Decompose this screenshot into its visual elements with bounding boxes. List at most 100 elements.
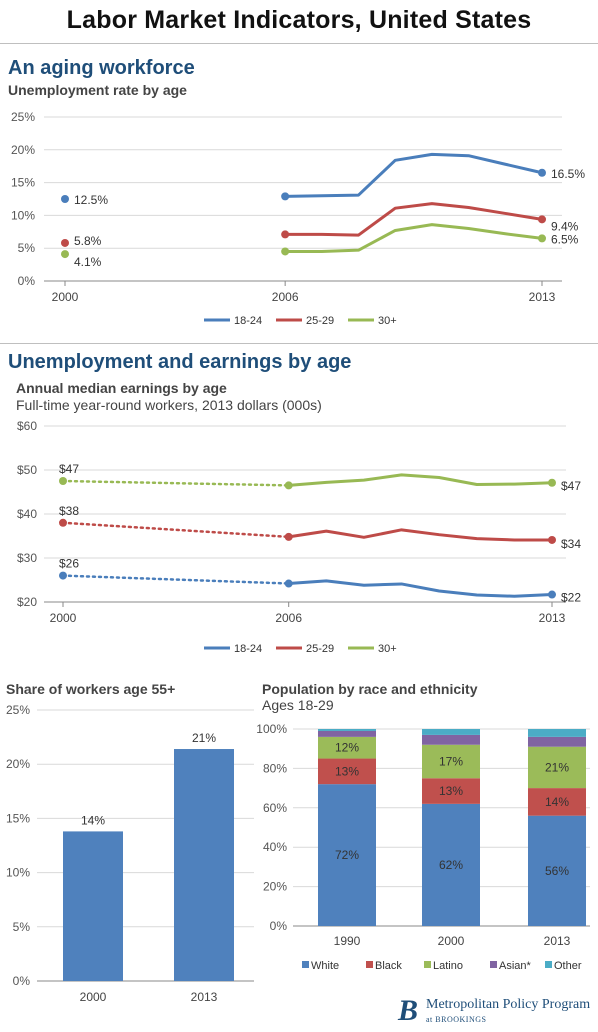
- unemployment-series-30+-point: [281, 247, 290, 256]
- share55-y-tick: 20%: [6, 757, 30, 771]
- race-data-label: 12%: [335, 741, 359, 755]
- race-bar-other: [318, 729, 376, 731]
- race-bar-asian: [318, 730, 376, 737]
- unemployment-y-tick: 0%: [18, 274, 36, 288]
- earnings-series-25-29-line: [288, 528, 552, 542]
- earnings-series-25-29-point: [548, 535, 556, 544]
- section-title-earnings: Unemployment and earnings by age: [8, 351, 352, 373]
- race-legend-swatch: [490, 961, 497, 968]
- race-bar-asian: [528, 736, 586, 747]
- race-y-tick: 20%: [263, 880, 287, 894]
- race-bar-black: [318, 758, 376, 785]
- earnings-series-30+-dotted-line: [61, 479, 290, 487]
- share55-chart-title: Share of workers age 55+: [6, 681, 176, 697]
- unemployment-series-18-24-point: [281, 192, 290, 201]
- earnings-legend-label: 25-29: [306, 643, 334, 655]
- section-divider: [0, 343, 598, 344]
- race-bar-white: [318, 784, 376, 926]
- unemployment-y-tick: 25%: [11, 110, 35, 124]
- unemployment-series-18-24-data-label: 16.5%: [551, 167, 585, 181]
- earnings-series-30+-point: [284, 481, 293, 490]
- earnings-series-30+-data-label: $47: [59, 462, 79, 476]
- earnings-legend-label: 18-24: [234, 643, 262, 655]
- race-x-tick: 1990: [334, 934, 361, 948]
- race-x-tick: 2013: [544, 934, 571, 948]
- unemployment-series-30+-point: [61, 250, 69, 259]
- unemployment-x-tick: 2006: [272, 290, 299, 304]
- race-data-label: 13%: [439, 784, 463, 798]
- logo-sub: at BROOKINGS: [426, 1015, 487, 1024]
- earnings-series-18-24-dotted-line: [61, 574, 290, 585]
- race-legend-swatch: [424, 961, 431, 968]
- unemployment-series-25-29-data-label: 9.4%: [551, 219, 579, 233]
- race-bar-latino: [422, 744, 480, 779]
- earnings-y-tick: $20: [17, 595, 37, 609]
- race-bar-latino: [528, 746, 586, 789]
- earnings-chart-subtitle: Full-time year-round workers, 2013 dolla…: [16, 397, 322, 413]
- earnings-series-18-24-data-label: $22: [561, 591, 581, 605]
- race-bar-white: [422, 803, 480, 926]
- race-data-label: 13%: [335, 764, 359, 778]
- unemployment-series-18-24-line: [285, 152, 543, 198]
- race-data-label: 72%: [335, 848, 359, 862]
- unemployment-y-tick: 5%: [18, 241, 36, 255]
- race-data-label: 14%: [545, 795, 569, 809]
- earnings-y-tick: $40: [17, 507, 37, 521]
- earnings-series-30+-point: [59, 477, 67, 485]
- unemployment-x-tick: 2013: [529, 290, 556, 304]
- unemployment-series-30+-line: [285, 223, 543, 253]
- race-y-tick: 40%: [263, 840, 287, 854]
- race-chart-subtitle: Ages 18-29: [262, 697, 334, 713]
- unemployment-series-25-29-line: [285, 202, 543, 237]
- race-legend-swatch: [302, 961, 309, 968]
- earnings-series-25-29-point: [59, 518, 67, 527]
- earnings-y-tick: $60: [17, 419, 37, 433]
- earnings-series-18-24-point: [548, 590, 556, 599]
- race-legend-label: Black: [375, 960, 402, 972]
- share55-y-tick: 5%: [13, 920, 31, 934]
- earnings-y-tick: $50: [17, 463, 37, 477]
- earnings-series-18-24-point: [59, 571, 67, 580]
- race-bar-other: [528, 729, 586, 737]
- unemployment-series-18-24-data-label: 12.5%: [74, 193, 108, 207]
- section-title-aging: An aging workforce: [8, 57, 195, 79]
- share55-y-tick: 25%: [6, 703, 30, 717]
- earnings-y-tick: $30: [17, 551, 37, 565]
- logo-name: Metropolitan Policy Program: [426, 997, 591, 1012]
- earnings-series-25-29-data-label: $34: [561, 537, 581, 551]
- race-data-label: 62%: [439, 858, 463, 872]
- unemployment-legend-label: 25-29: [306, 315, 334, 327]
- earnings-legend-label: 30+: [378, 643, 397, 655]
- earnings-series-30+-line: [288, 473, 553, 487]
- unemployment-legend-label: 30+: [378, 315, 397, 327]
- earnings-series-30+-data-label: $47: [561, 479, 581, 493]
- race-legend-label: Latino: [433, 960, 463, 972]
- race-data-label: 21%: [545, 760, 569, 774]
- earnings-series-18-24-data-label: $26: [59, 557, 79, 571]
- race-y-tick: 100%: [256, 722, 287, 736]
- unemployment-chart-title: Unemployment rate by age: [8, 82, 187, 98]
- race-legend-swatch: [366, 961, 373, 968]
- earnings-series-25-29-data-label: $38: [59, 504, 79, 518]
- unemployment-series-25-29-point: [281, 230, 290, 239]
- race-bar-latino: [318, 736, 376, 759]
- unemployment-series-18-24-point: [538, 168, 546, 177]
- unemployment-y-tick: 20%: [11, 143, 35, 157]
- unemployment-series-25-29-point: [538, 215, 546, 224]
- earnings-series-25-29-dotted-line: [61, 521, 290, 539]
- race-legend-label: White: [311, 960, 339, 972]
- earnings-series-18-24-line: [288, 579, 553, 598]
- race-bar-other: [422, 729, 480, 735]
- unemployment-series-30+-point: [538, 234, 546, 243]
- unemployment-y-tick: 15%: [11, 176, 35, 190]
- race-bar-asian: [422, 734, 480, 745]
- brookings-b-icon: B: [398, 994, 419, 1027]
- share55-y-tick: 0%: [13, 974, 31, 988]
- race-y-tick: 60%: [263, 801, 287, 815]
- race-bar-black: [528, 788, 586, 816]
- race-legend-label: Asian*: [499, 960, 532, 972]
- title-divider: [0, 43, 598, 44]
- race-chart-title: Population by race and ethnicity: [262, 681, 478, 697]
- unemployment-series-18-24-point: [61, 195, 69, 203]
